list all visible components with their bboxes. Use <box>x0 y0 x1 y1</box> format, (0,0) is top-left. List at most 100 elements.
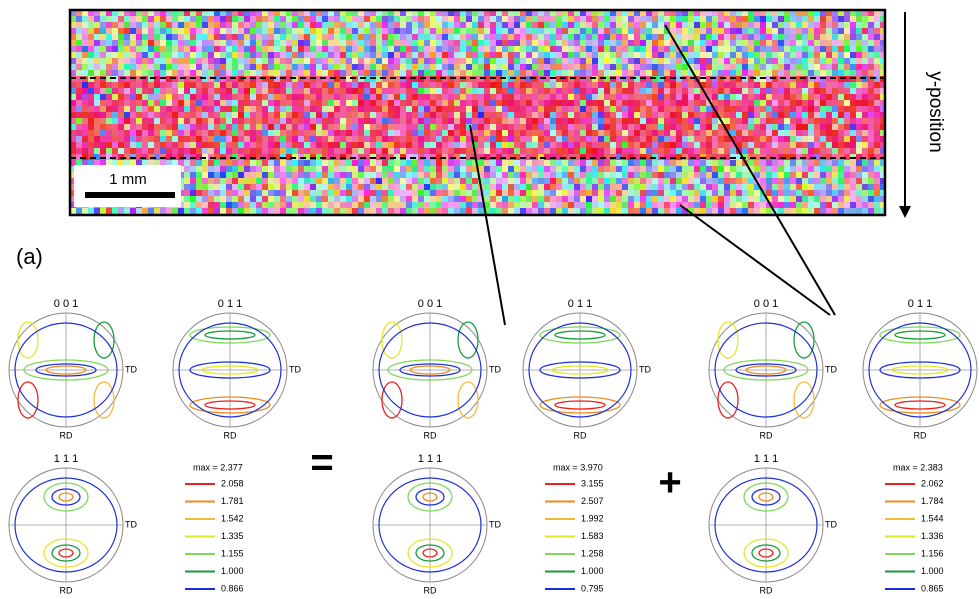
map-pixel <box>820 46 826 52</box>
map-pixel <box>352 52 358 58</box>
map-pixel <box>718 202 724 208</box>
map-pixel <box>724 52 730 58</box>
map-pixel <box>484 172 490 178</box>
map-pixel <box>232 58 238 64</box>
map-pixel <box>430 58 436 64</box>
map-pixel <box>238 142 244 148</box>
map-pixel <box>850 112 856 118</box>
map-pixel <box>376 184 382 190</box>
map-pixel <box>592 106 598 112</box>
map-pixel <box>418 28 424 34</box>
map-pixel <box>424 34 430 40</box>
map-pixel <box>202 148 208 154</box>
map-pixel <box>598 184 604 190</box>
map-pixel <box>538 178 544 184</box>
map-pixel <box>190 106 196 112</box>
map-pixel <box>676 160 682 166</box>
map-pixel <box>238 28 244 34</box>
map-pixel <box>544 190 550 196</box>
map-pixel <box>166 28 172 34</box>
map-pixel <box>268 130 274 136</box>
map-pixel <box>766 58 772 64</box>
map-pixel <box>664 70 670 76</box>
map-pixel <box>658 184 664 190</box>
map-pixel <box>196 208 202 214</box>
map-pixel <box>490 130 496 136</box>
map-pixel <box>778 94 784 100</box>
map-pixel <box>436 40 442 46</box>
map-pixel <box>460 88 466 94</box>
map-pixel <box>172 28 178 34</box>
map-pixel <box>478 100 484 106</box>
map-pixel <box>724 142 730 148</box>
map-pixel <box>724 112 730 118</box>
map-pixel <box>844 184 850 190</box>
map-pixel <box>742 202 748 208</box>
map-pixel <box>280 160 286 166</box>
map-pixel <box>82 70 88 76</box>
map-pixel <box>238 34 244 40</box>
map-pixel <box>208 16 214 22</box>
map-pixel <box>448 166 454 172</box>
map-pixel <box>574 208 580 214</box>
map-pixel <box>322 100 328 106</box>
map-pixel <box>280 28 286 34</box>
map-pixel <box>856 70 862 76</box>
map-pixel <box>634 82 640 88</box>
map-pixel <box>136 124 142 130</box>
map-pixel <box>502 106 508 112</box>
map-pixel <box>838 142 844 148</box>
map-pixel <box>214 22 220 28</box>
map-pixel <box>700 196 706 202</box>
map-pixel <box>538 58 544 64</box>
map-pixel <box>256 82 262 88</box>
map-pixel <box>604 130 610 136</box>
map-pixel <box>256 22 262 28</box>
map-pixel <box>502 70 508 76</box>
map-pixel <box>688 100 694 106</box>
map-pixel <box>790 28 796 34</box>
map-pixel <box>118 28 124 34</box>
map-pixel <box>868 118 874 124</box>
map-pixel <box>652 34 658 40</box>
map-pixel <box>130 70 136 76</box>
map-pixel <box>436 70 442 76</box>
map-pixel <box>730 166 736 172</box>
map-pixel <box>682 124 688 130</box>
map-pixel <box>442 58 448 64</box>
map-pixel <box>136 106 142 112</box>
map-pixel <box>436 166 442 172</box>
map-pixel <box>166 16 172 22</box>
map-pixel <box>268 52 274 58</box>
map-pixel <box>76 130 82 136</box>
map-pixel <box>448 172 454 178</box>
map-pixel <box>172 46 178 52</box>
map-pixel <box>844 190 850 196</box>
map-pixel <box>430 184 436 190</box>
map-pixel <box>136 136 142 142</box>
map-pixel <box>298 82 304 88</box>
map-pixel <box>670 22 676 28</box>
map-pixel <box>670 58 676 64</box>
map-pixel <box>256 106 262 112</box>
map-pixel <box>376 52 382 58</box>
map-pixel <box>688 28 694 34</box>
map-pixel <box>328 196 334 202</box>
map-pixel <box>868 70 874 76</box>
map-pixel <box>598 142 604 148</box>
map-pixel <box>772 28 778 34</box>
map-pixel <box>268 118 274 124</box>
map-pixel <box>118 106 124 112</box>
map-pixel <box>82 28 88 34</box>
map-pixel <box>712 208 718 214</box>
map-pixel <box>514 130 520 136</box>
map-pixel <box>226 100 232 106</box>
map-pixel <box>820 16 826 22</box>
map-pixel <box>502 34 508 40</box>
map-pixel <box>628 196 634 202</box>
map-pixel <box>406 34 412 40</box>
map-pixel <box>862 82 868 88</box>
map-pixel <box>748 142 754 148</box>
map-pixel <box>346 160 352 166</box>
map-pixel <box>376 124 382 130</box>
